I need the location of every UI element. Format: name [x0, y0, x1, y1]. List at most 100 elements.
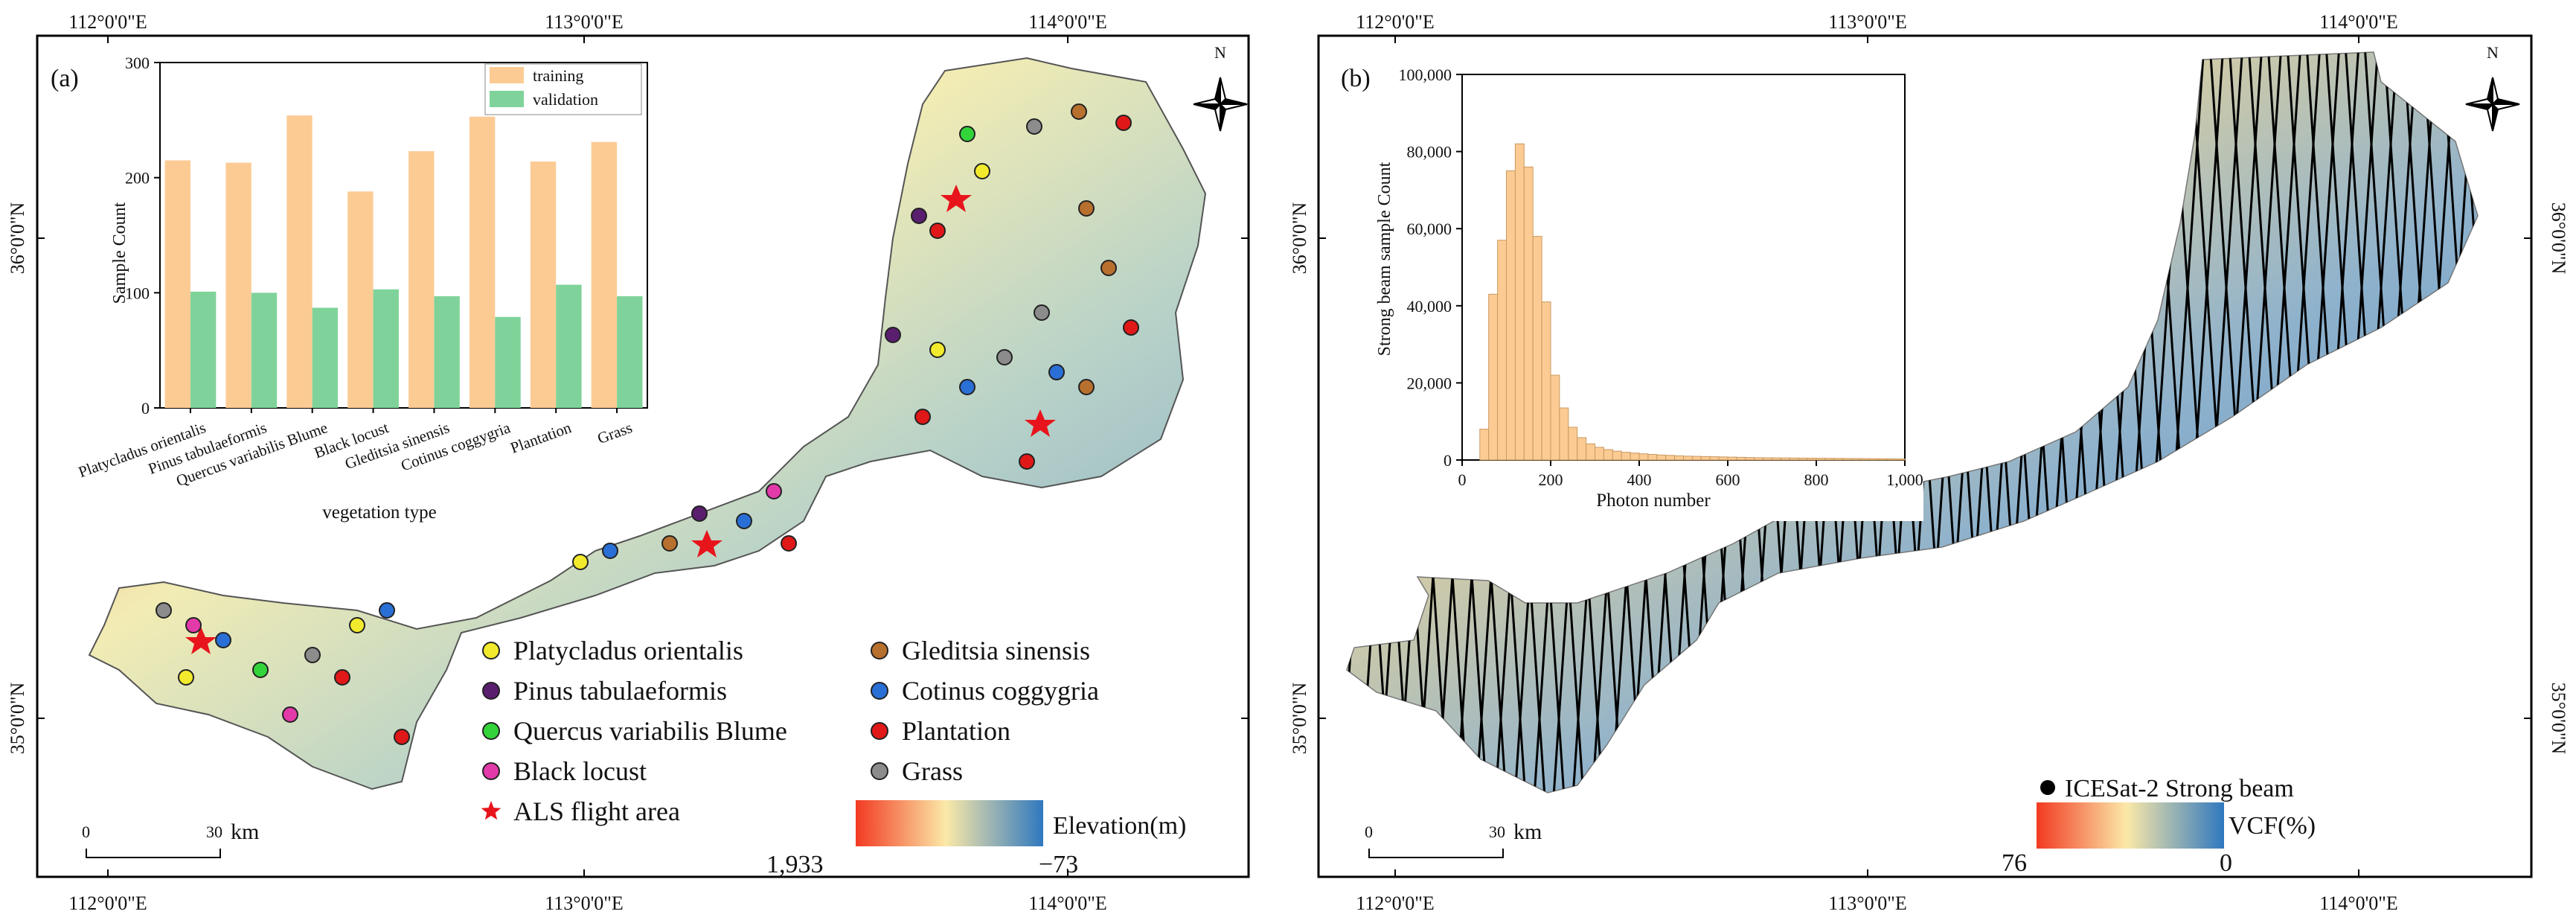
- histogram-bar: [1523, 166, 1534, 461]
- legend-label: Quercus variabilis Blume: [513, 716, 787, 746]
- elevation-colorbar-min: −73: [1039, 851, 1078, 878]
- vcf-colorbar: VCF(%) 76 0: [2002, 802, 2316, 877]
- sample-point: [156, 602, 172, 619]
- sample-points: [156, 103, 1139, 745]
- lon-label-bottom: 114°0'0"E: [2319, 892, 2398, 914]
- sample-point: [1078, 379, 1095, 395]
- als-flight-areas: [185, 185, 1056, 654]
- sample-point: [394, 729, 410, 745]
- lon-label-bottom: 112°0'0"E: [68, 892, 147, 914]
- legend-label: Plantation: [902, 716, 1010, 746]
- bar-chart-ylabel: Sample Count: [110, 202, 129, 304]
- histogram-bar: [1630, 453, 1640, 461]
- sample-point: [959, 379, 975, 395]
- bar-training: [408, 151, 435, 409]
- bar-training: [469, 116, 496, 408]
- histogram-bar: [1506, 170, 1516, 461]
- lon-label-top: 112°0'0"E: [68, 11, 147, 33]
- histogram-bar: [1895, 459, 1906, 461]
- lat-label-left: 36°0'0"N: [7, 202, 28, 275]
- bar-chart-plot-frame: [159, 62, 648, 409]
- lon-label-bottom: 113°0'0"E: [1828, 892, 1907, 914]
- sample-point: [1034, 304, 1050, 321]
- scale-bar-zero: 0: [82, 823, 90, 841]
- legend-marker: [482, 682, 500, 700]
- legend-marker: [871, 762, 888, 780]
- histogram-bar: [1674, 455, 1685, 461]
- scale-bar-line: [1368, 849, 1504, 858]
- bar-training: [591, 141, 618, 408]
- sample-point: [304, 647, 321, 663]
- panel-b-label: (b): [1341, 65, 1371, 92]
- als-star: [185, 627, 217, 654]
- histogram-bar: [1718, 456, 1728, 461]
- north-label: N: [1214, 43, 1226, 62]
- lat-label-left: 35°0'0"N: [7, 683, 28, 755]
- histogram-bar: [1824, 458, 1835, 461]
- lon-label-bottom: 113°0'0"E: [545, 892, 624, 914]
- als-star: [1025, 409, 1056, 437]
- histogram-bar: [1638, 453, 1649, 461]
- sample-point: [914, 409, 931, 425]
- lon-label-top: 114°0'0"E: [1028, 11, 1107, 33]
- histogram-bar: [1550, 374, 1560, 461]
- sample-point: [349, 617, 365, 633]
- histogram-bar: [1745, 457, 1755, 461]
- vcf-colorbar-title: VCF(%): [2229, 812, 2316, 840]
- legend-label: Platycladus orientalis: [513, 636, 743, 665]
- panel-b-graticule: 112°0'0"E 113°0'0"E 114°0'0"E 112°0'0"E …: [1289, 11, 2569, 914]
- panel-a-scale-bar: 0 30 km: [82, 820, 259, 858]
- lon-label-top: 113°0'0"E: [1828, 11, 1907, 33]
- histogram-xtick-label: 400: [1627, 470, 1652, 489]
- sample-point: [334, 669, 350, 686]
- sample-point: [959, 126, 975, 142]
- histogram-bar: [1700, 456, 1711, 461]
- sample-point: [691, 505, 708, 522]
- bar-training: [530, 162, 557, 408]
- beam-legend-marker: [2040, 780, 2055, 795]
- histogram-bar: [1709, 456, 1720, 461]
- histogram-bar: [1842, 458, 1853, 461]
- histogram-xtick-label: 200: [1539, 470, 1563, 489]
- bar-chart-ytick-label: 300: [125, 54, 150, 72]
- legend-swatch-validation: [490, 91, 524, 107]
- sample-point: [885, 327, 901, 343]
- legend-label: Black locust: [513, 756, 647, 786]
- elevation-colorbar-ramp: [856, 800, 1043, 846]
- sample-point: [929, 223, 946, 239]
- bar-validation: [251, 293, 278, 408]
- histogram-xtick-label: 800: [1804, 470, 1829, 489]
- sample-point: [766, 483, 782, 499]
- histogram-bar: [1851, 458, 1862, 461]
- sample-point: [572, 554, 589, 570]
- bar-chart-xlabel: vegetation type: [322, 502, 436, 523]
- sample-point: [661, 535, 678, 552]
- bar-chart-marks: [164, 115, 643, 409]
- bar-training: [164, 160, 190, 408]
- scale-bar-distance: 30: [206, 823, 222, 841]
- histogram-bar: [1727, 456, 1737, 461]
- histogram-bar: [1577, 437, 1587, 461]
- histogram-bar: [1877, 458, 1888, 461]
- legend-label: Grass: [902, 756, 963, 786]
- histogram-bar: [1595, 447, 1604, 461]
- histogram-bar: [1798, 457, 1808, 461]
- sample-point: [1100, 260, 1117, 276]
- lon-label-top: 112°0'0"E: [1356, 11, 1435, 33]
- bar-training: [225, 162, 251, 408]
- lon-label-top: 113°0'0"E: [545, 11, 624, 33]
- histogram-bar: [1763, 457, 1773, 461]
- bar-validation: [373, 289, 399, 408]
- sample-point: [178, 669, 194, 686]
- als-star: [691, 530, 723, 558]
- histogram-bar: [1816, 458, 1826, 461]
- histogram-bar: [1559, 407, 1569, 461]
- elevation-colorbar: Elevation(m) 1,933 −73: [766, 800, 1186, 878]
- sample-point: [781, 535, 797, 552]
- lon-label-bottom: 114°0'0"E: [1028, 892, 1107, 914]
- histogram-bar: [1647, 453, 1658, 461]
- bar-training: [286, 115, 313, 408]
- histogram-xtick-label: 0: [1458, 470, 1467, 489]
- histogram-bar: [1736, 456, 1746, 461]
